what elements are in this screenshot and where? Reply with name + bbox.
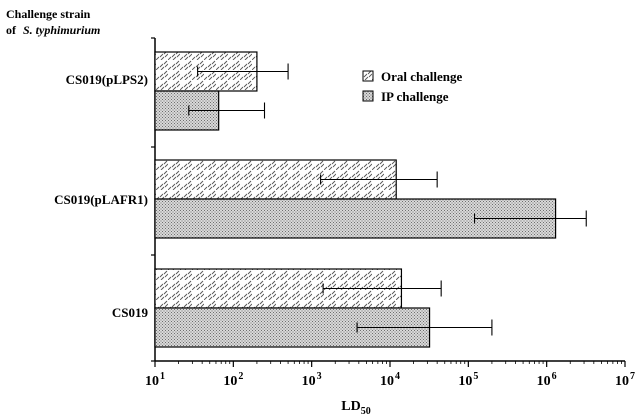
x-tick-label-0: 101	[145, 371, 165, 389]
x-tick-label-2: 103	[302, 371, 322, 389]
legend: Oral challenge IP challenge	[362, 69, 462, 104]
x-tick-base-0: 10	[145, 374, 159, 389]
x-tick-exp-3: 4	[395, 371, 400, 382]
x-tick-exp-2: 3	[317, 371, 322, 382]
x-tick-base-4: 10	[458, 374, 472, 389]
x-tick-exp-0: 1	[160, 371, 165, 382]
x-axis-label-main: LD	[341, 399, 360, 414]
x-tick-base-1: 10	[223, 374, 237, 389]
x-tick-base-2: 10	[302, 374, 316, 389]
legend-label-oral: Oral challenge	[381, 69, 462, 84]
header-line2: of S. typhimurium	[6, 23, 100, 37]
x-tick-exp-6: 7	[630, 371, 635, 382]
plot-area: 101 102 103 104 105 106 107CS019(pLPS2)CS019(p…	[54, 37, 635, 389]
x-tick-exp-1: 2	[238, 371, 243, 382]
x-tick-base-5: 10	[537, 374, 551, 389]
x-tick-exp-4: 5	[473, 371, 478, 382]
legend-label-ip: IP challenge	[381, 89, 449, 104]
header-line1: Challenge strain	[6, 7, 91, 21]
x-tick-label-1: 102	[223, 371, 243, 389]
x-tick-base-3: 10	[380, 374, 394, 389]
legend-swatch-oral	[362, 70, 374, 82]
x-tick-label-3: 104	[380, 371, 400, 389]
x-tick-base-6: 10	[615, 374, 629, 389]
category-label-1: CS019(pLAFR1)	[54, 192, 148, 207]
x-tick-label-4: 105	[458, 371, 478, 389]
x-axis-label-sub: 50	[361, 406, 371, 415]
x-tick-label-5: 106	[537, 371, 557, 389]
header-line2-prefix: of	[6, 23, 17, 37]
x-axis-label: LD50	[341, 399, 370, 415]
header-line2-species: S. typhimurium	[23, 23, 100, 37]
legend-swatch-ip	[362, 90, 374, 102]
x-tick-label-6: 107	[615, 371, 635, 389]
category-label-2: CS019	[112, 305, 149, 320]
category-label-0: CS019(pLPS2)	[66, 72, 148, 87]
x-tick-exp-5: 6	[552, 371, 557, 382]
